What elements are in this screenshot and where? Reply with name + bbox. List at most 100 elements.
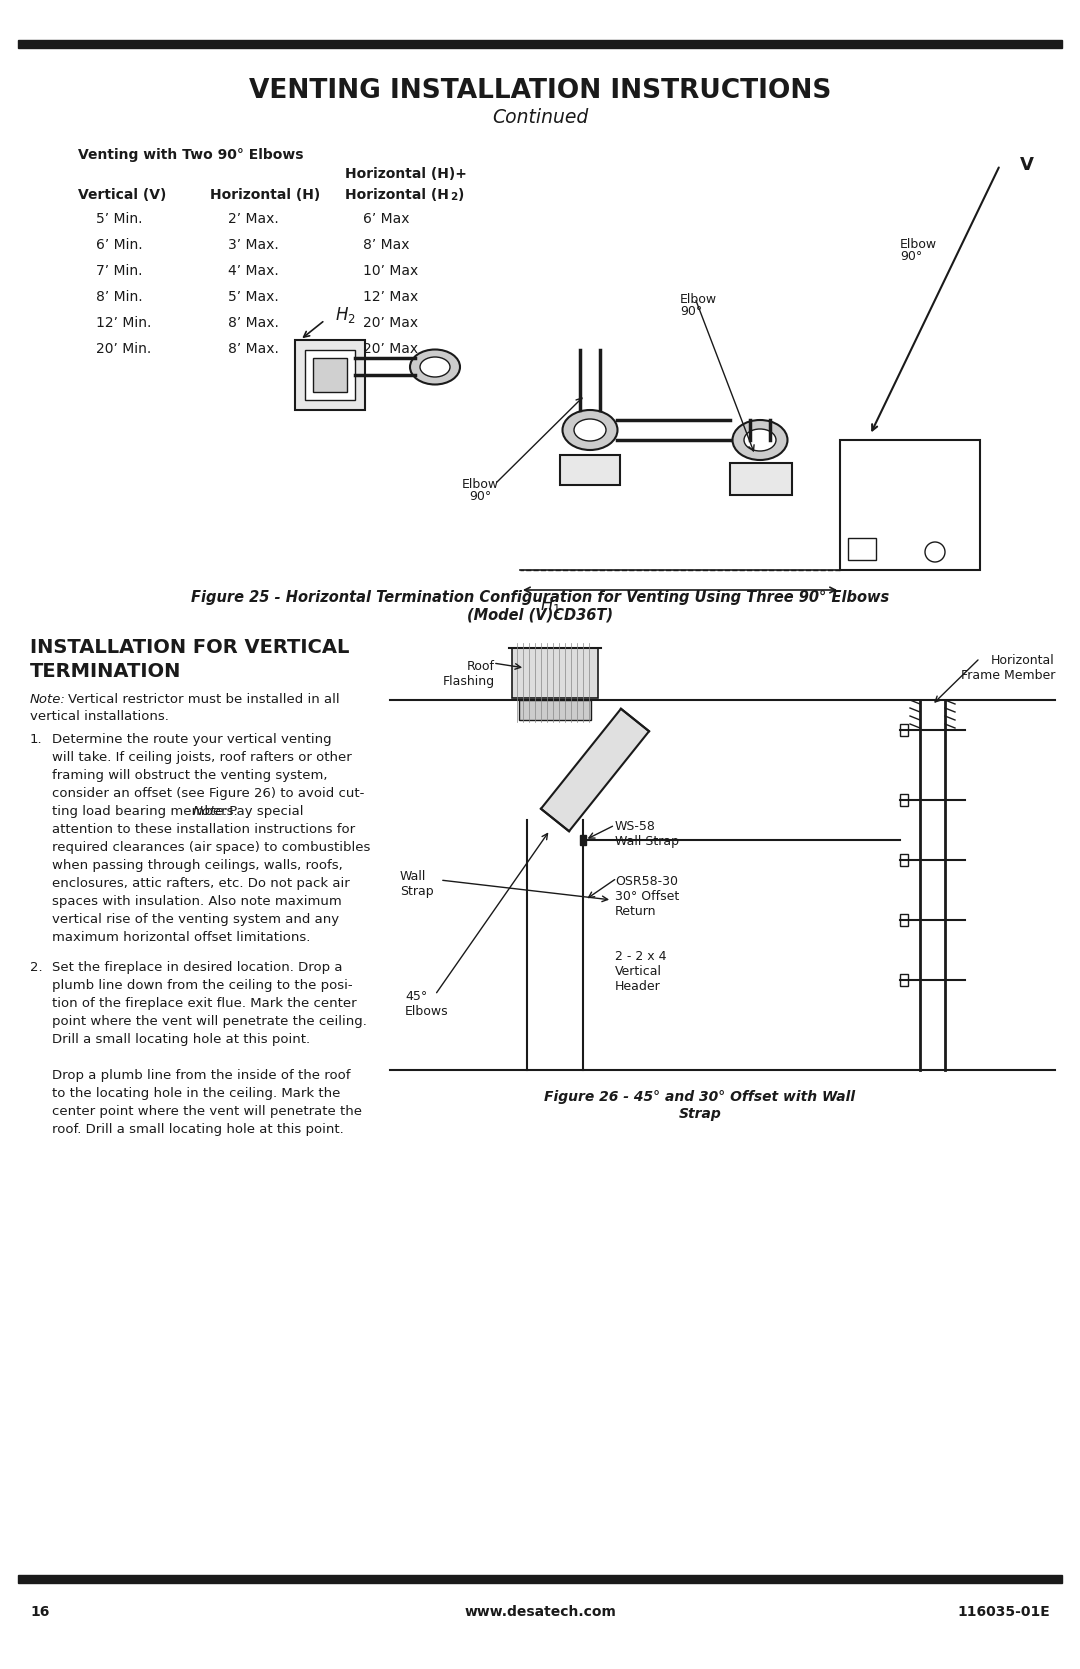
- Bar: [512, 648, 598, 698]
- Text: 4’ Max.: 4’ Max.: [228, 264, 279, 279]
- Text: 16: 16: [30, 1606, 50, 1619]
- Text: roof. Drill a small locating hole at this point.: roof. Drill a small locating hole at thi…: [52, 1123, 343, 1137]
- Text: Wall
Strap: Wall Strap: [400, 870, 434, 898]
- Bar: [519, 699, 591, 719]
- Text: plumb line down from the ceiling to the posi-: plumb line down from the ceiling to the …: [52, 980, 353, 991]
- Text: VENTING INSTALLATION INSTRUCTIONS: VENTING INSTALLATION INSTRUCTIONS: [248, 78, 832, 103]
- Bar: [18, 40, 1062, 48]
- Text: Elbow: Elbow: [461, 477, 499, 491]
- Text: required clearances (air space) to combustibles: required clearances (air space) to combu…: [52, 841, 370, 855]
- Bar: [840, 441, 980, 571]
- Text: center point where the vent will penetrate the: center point where the vent will penetra…: [52, 1105, 362, 1118]
- Bar: [900, 975, 908, 986]
- Text: TERMINATION: TERMINATION: [30, 663, 181, 681]
- Text: V: V: [1020, 155, 1034, 174]
- Text: Set the fireplace in desired location. Drop a: Set the fireplace in desired location. D…: [52, 961, 342, 975]
- Ellipse shape: [420, 357, 450, 377]
- Bar: [18, 1576, 1062, 1582]
- Text: Horizontal (H)+: Horizontal (H)+: [345, 167, 467, 180]
- Text: Horizontal (H: Horizontal (H: [345, 189, 449, 202]
- Text: Horizontal (H): Horizontal (H): [210, 189, 321, 202]
- Text: when passing through ceilings, walls, roofs,: when passing through ceilings, walls, ro…: [52, 860, 342, 871]
- Text: Roof
Flashing: Roof Flashing: [443, 659, 495, 688]
- Text: Elbow: Elbow: [680, 294, 717, 305]
- Bar: [900, 915, 908, 926]
- Text: vertical installations.: vertical installations.: [30, 709, 168, 723]
- Text: tion of the fireplace exit flue. Mark the center: tion of the fireplace exit flue. Mark th…: [52, 996, 356, 1010]
- Ellipse shape: [410, 349, 460, 384]
- Ellipse shape: [563, 411, 618, 451]
- Text: Venting with Two 90° Elbows: Venting with Two 90° Elbows: [78, 149, 303, 162]
- Text: Horizontal
Frame Member: Horizontal Frame Member: [960, 654, 1055, 683]
- Bar: [730, 462, 792, 496]
- Text: 2’ Max.: 2’ Max.: [228, 212, 279, 225]
- Ellipse shape: [744, 429, 777, 451]
- Text: WS-58
Wall Strap: WS-58 Wall Strap: [615, 819, 679, 848]
- Text: Strap: Strap: [678, 1107, 721, 1122]
- Text: 90°: 90°: [469, 491, 491, 502]
- Bar: [295, 340, 365, 411]
- Bar: [900, 724, 908, 736]
- Text: 8’ Max.: 8’ Max.: [228, 342, 279, 355]
- Text: $H_2$: $H_2$: [335, 305, 355, 325]
- Text: 90°: 90°: [900, 250, 922, 264]
- Bar: [900, 794, 908, 806]
- Bar: [313, 357, 347, 392]
- Ellipse shape: [732, 421, 787, 461]
- Text: 20’ Max: 20’ Max: [363, 315, 418, 330]
- Text: Vertical (V): Vertical (V): [78, 189, 166, 202]
- Text: Pay special: Pay special: [226, 804, 303, 818]
- Text: Vertical restrictor must be installed in all: Vertical restrictor must be installed in…: [68, 693, 339, 706]
- Text: maximum horizontal offset limitations.: maximum horizontal offset limitations.: [52, 931, 310, 945]
- Text: 12’ Max: 12’ Max: [363, 290, 418, 304]
- Text: (Model (V)CD36T): (Model (V)CD36T): [467, 608, 613, 623]
- Text: INSTALLATION FOR VERTICAL: INSTALLATION FOR VERTICAL: [30, 638, 349, 658]
- Text: 2 - 2 x 4
Vertical
Header: 2 - 2 x 4 Vertical Header: [615, 950, 666, 993]
- Text: point where the vent will penetrate the ceiling.: point where the vent will penetrate the …: [52, 1015, 367, 1028]
- Ellipse shape: [573, 419, 606, 441]
- Text: 7’ Min.: 7’ Min.: [96, 264, 143, 279]
- Text: 3’ Max.: 3’ Max.: [228, 239, 279, 252]
- Text: 20’ Max: 20’ Max: [363, 342, 418, 355]
- Text: 8’ Max: 8’ Max: [363, 239, 409, 252]
- Text: 45°
Elbows: 45° Elbows: [405, 990, 448, 1018]
- Text: ): ): [458, 189, 464, 202]
- Text: 8’ Min.: 8’ Min.: [96, 290, 143, 304]
- Text: 2.: 2.: [30, 961, 42, 975]
- Bar: [580, 834, 586, 845]
- Text: $H_1$: $H_1$: [540, 596, 561, 614]
- Bar: [305, 350, 355, 401]
- Text: 12’ Min.: 12’ Min.: [96, 315, 151, 330]
- Bar: [561, 456, 620, 486]
- Text: 116035-01E: 116035-01E: [957, 1606, 1050, 1619]
- Text: ting load bearing members.: ting load bearing members.: [52, 804, 242, 818]
- Polygon shape: [541, 709, 649, 831]
- Text: www.desatech.com: www.desatech.com: [464, 1606, 616, 1619]
- Text: 8’ Max.: 8’ Max.: [228, 315, 279, 330]
- Text: 1.: 1.: [30, 733, 42, 746]
- Text: Elbow: Elbow: [900, 239, 937, 250]
- Text: 6’ Max: 6’ Max: [363, 212, 409, 225]
- Text: Figure 26 - 45° and 30° Offset with Wall: Figure 26 - 45° and 30° Offset with Wall: [544, 1090, 855, 1103]
- Text: attention to these installation instructions for: attention to these installation instruct…: [52, 823, 355, 836]
- Bar: [848, 537, 876, 561]
- Text: 10’ Max: 10’ Max: [363, 264, 418, 279]
- Text: enclosures, attic rafters, etc. Do not pack air: enclosures, attic rafters, etc. Do not p…: [52, 876, 350, 890]
- Text: Continued: Continued: [491, 108, 589, 127]
- Text: consider an offset (see Figure 26) to avoid cut-: consider an offset (see Figure 26) to av…: [52, 788, 364, 799]
- Text: Figure 25 - Horizontal Termination Configuration for Venting Using Three 90° Elb: Figure 25 - Horizontal Termination Confi…: [191, 591, 889, 604]
- Text: will take. If ceiling joists, roof rafters or other: will take. If ceiling joists, roof rafte…: [52, 751, 352, 764]
- Text: 90°: 90°: [680, 305, 702, 319]
- Text: Determine the route your vertical venting: Determine the route your vertical ventin…: [52, 733, 332, 746]
- Text: 2: 2: [450, 192, 457, 202]
- Text: Drill a small locating hole at this point.: Drill a small locating hole at this poin…: [52, 1033, 310, 1046]
- Text: framing will obstruct the venting system,: framing will obstruct the venting system…: [52, 769, 327, 783]
- Text: vertical rise of the venting system and any: vertical rise of the venting system and …: [52, 913, 339, 926]
- Text: OSR58-30
30° Offset
Return: OSR58-30 30° Offset Return: [615, 875, 679, 918]
- Text: to the locating hole in the ceiling. Mark the: to the locating hole in the ceiling. Mar…: [52, 1087, 340, 1100]
- Text: 5’ Max.: 5’ Max.: [228, 290, 279, 304]
- Text: 5’ Min.: 5’ Min.: [96, 212, 143, 225]
- Text: spaces with insulation. Also note maximum: spaces with insulation. Also note maximu…: [52, 895, 341, 908]
- Text: 6’ Min.: 6’ Min.: [96, 239, 143, 252]
- Bar: [900, 855, 908, 866]
